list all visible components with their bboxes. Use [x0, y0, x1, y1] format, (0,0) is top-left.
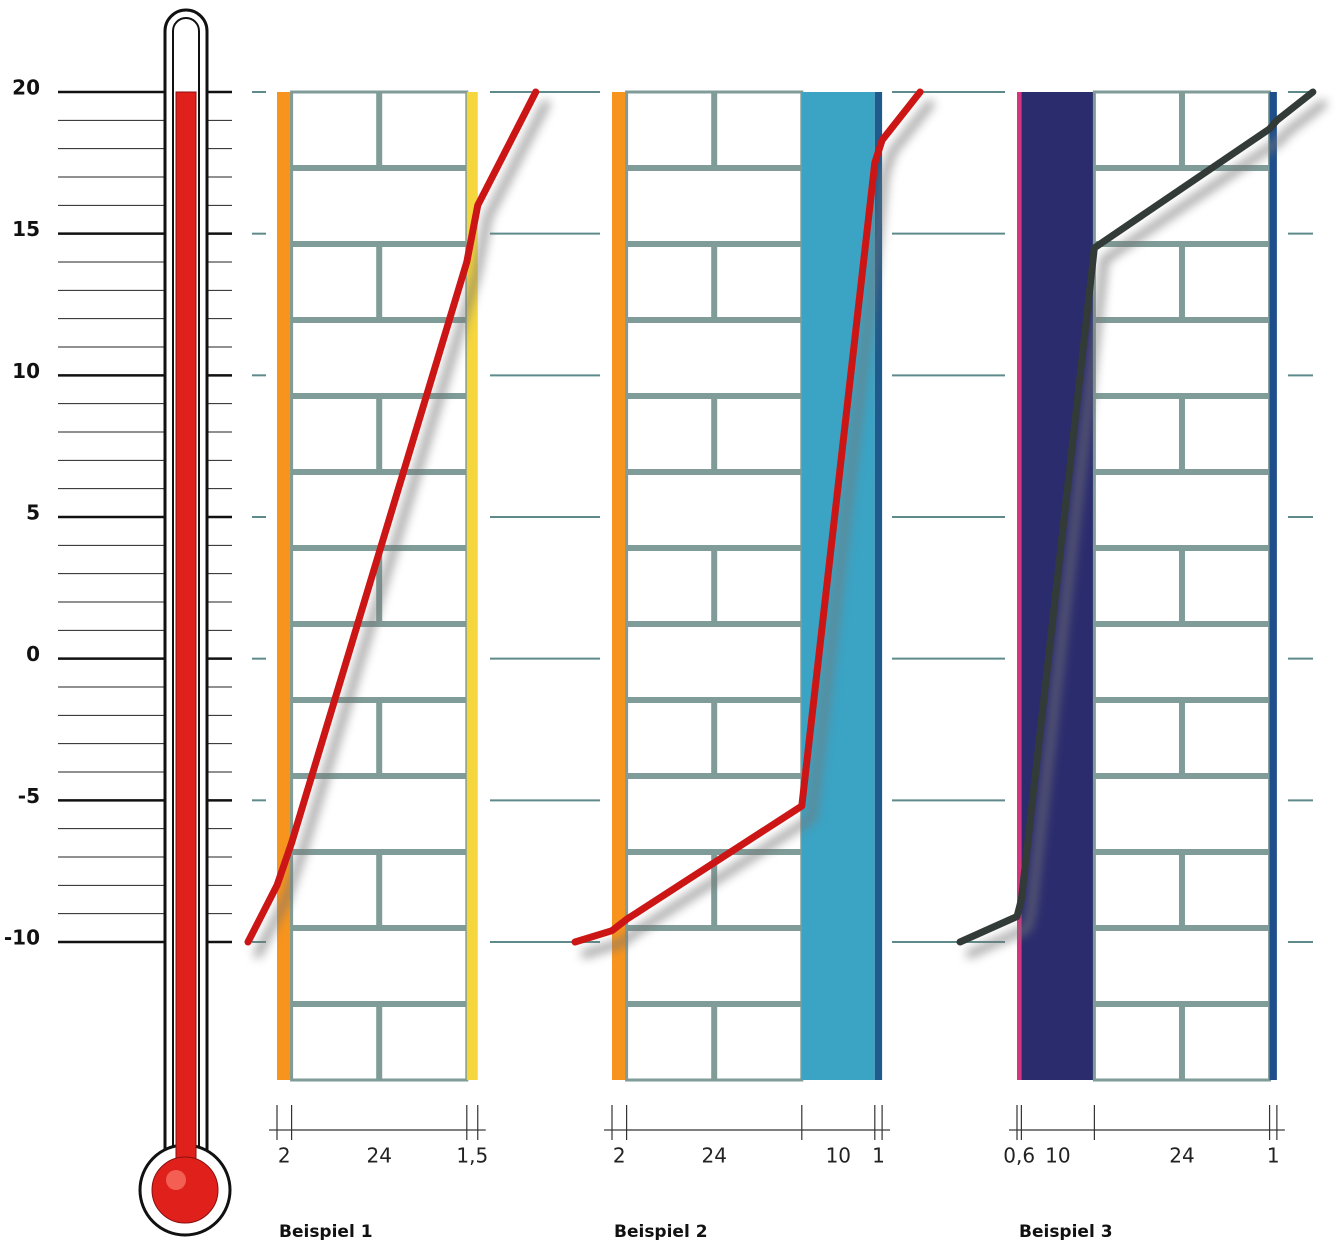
curves	[244, 88, 1327, 958]
y-tick-label: -10	[4, 926, 40, 950]
mortar-joint	[376, 244, 383, 320]
example-title: Beispiel 2	[614, 1222, 708, 1240]
y-tick-label: -5	[18, 784, 40, 808]
mortar-joint	[1094, 925, 1270, 931]
mortar-joint	[1178, 852, 1185, 928]
mortar-joint	[1094, 165, 1270, 171]
thickness-label: 24	[701, 1144, 726, 1168]
mortar-joint	[626, 925, 802, 931]
mortar-joint	[711, 1004, 718, 1080]
mortar-joint	[291, 165, 467, 171]
mortar-joint	[376, 700, 383, 776]
mortar-joint	[1094, 773, 1270, 779]
layer	[1017, 92, 1022, 1080]
y-tick-label: 10	[12, 359, 40, 383]
mortar-joint	[711, 548, 718, 624]
thickness-label: 2	[613, 1144, 626, 1168]
mortar-joint	[626, 165, 802, 171]
mortar-joint	[1178, 700, 1185, 776]
mortar-joint	[1094, 317, 1270, 323]
example-title: Beispiel 3	[1019, 1222, 1113, 1240]
mortar-joint	[1178, 92, 1185, 168]
mercury-bulb	[151, 1156, 219, 1224]
mortar-joint	[711, 92, 718, 168]
y-tick-label: 20	[12, 76, 40, 100]
mortar-joint	[376, 852, 383, 928]
mortar-joint	[1094, 621, 1270, 627]
curve-shadow	[254, 100, 550, 958]
mortar-joint	[1178, 548, 1185, 624]
mortar-joint	[626, 469, 802, 475]
curve-shadow	[966, 100, 1327, 958]
mercury	[175, 91, 197, 1176]
mortar-joint	[711, 244, 718, 320]
mortar-joint	[711, 396, 718, 472]
mortar-joint	[376, 92, 383, 168]
temperature-curve	[571, 88, 924, 946]
mortar-joint	[711, 852, 718, 928]
thickness-label: 10	[826, 1144, 851, 1168]
example-title: Beispiel 1	[279, 1222, 373, 1240]
mortar-joint	[711, 700, 718, 776]
layer	[612, 92, 627, 1080]
bulb-highlight	[166, 1170, 186, 1190]
y-tick-label: 5	[26, 501, 40, 525]
grid: -10 -5 0 5 10 15 20	[4, 76, 1313, 950]
mortar-joint	[291, 621, 467, 627]
mortar-joint	[1178, 396, 1185, 472]
y-tick-label: 0	[26, 642, 40, 666]
layer	[874, 92, 883, 1080]
thickness-label: 24	[366, 1144, 391, 1168]
mortar-joint	[626, 773, 802, 779]
mortar-joint	[1094, 469, 1270, 475]
mortar-joint	[626, 317, 802, 323]
curve-shadow	[581, 100, 935, 958]
mortar-joint	[291, 925, 467, 931]
thickness-label: 1	[1267, 1144, 1280, 1168]
mortar-joint	[376, 1004, 383, 1080]
mortar-joint	[291, 773, 467, 779]
thickness-label: 10	[1045, 1144, 1070, 1168]
mortar-joint	[291, 317, 467, 323]
mortar-joint	[291, 469, 467, 475]
thickness-label: 1,5	[456, 1144, 488, 1168]
mortar-joint	[626, 621, 802, 627]
thermometer	[138, 8, 232, 1237]
layer	[1269, 92, 1277, 1080]
temperature-curve	[956, 88, 1317, 946]
mortar-joint	[1178, 244, 1185, 320]
temperature-curve	[244, 88, 540, 946]
mortar-joint	[1178, 1004, 1185, 1080]
layer	[277, 92, 292, 1080]
thickness-label: 0,6	[1003, 1144, 1035, 1168]
layer	[466, 92, 478, 1080]
mortar-joint	[376, 396, 383, 472]
y-tick-label: 15	[12, 217, 40, 241]
walls: 2 24 1,5 Beispiel 1 2 24 10 1 Beispiel 2 0,6 10 24 1…	[269, 90, 1285, 1240]
thickness-label: 24	[1169, 1144, 1194, 1168]
thickness-label: 1	[872, 1144, 885, 1168]
thickness-label: 2	[278, 1144, 291, 1168]
